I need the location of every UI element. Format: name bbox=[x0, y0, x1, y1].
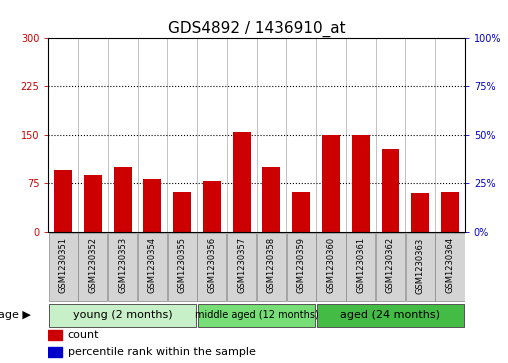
Bar bbox=[316, 304, 464, 327]
Bar bbox=[233, 132, 250, 232]
Bar bbox=[54, 170, 72, 232]
Text: GSM1230353: GSM1230353 bbox=[118, 237, 127, 293]
Text: age ▶: age ▶ bbox=[0, 310, 30, 320]
Bar bbox=[48, 347, 61, 357]
Text: count: count bbox=[68, 330, 99, 340]
Bar bbox=[316, 233, 345, 301]
Bar bbox=[287, 233, 316, 301]
Bar bbox=[203, 181, 221, 232]
Text: GSM1230352: GSM1230352 bbox=[88, 237, 98, 293]
Bar bbox=[441, 192, 459, 232]
Bar bbox=[138, 233, 167, 301]
Bar bbox=[292, 192, 310, 232]
Text: GSM1230355: GSM1230355 bbox=[178, 237, 186, 293]
Bar bbox=[49, 304, 197, 327]
Bar bbox=[114, 167, 132, 232]
Bar bbox=[168, 233, 197, 301]
Bar bbox=[108, 233, 137, 301]
Bar bbox=[376, 233, 405, 301]
Bar bbox=[352, 135, 370, 232]
Bar bbox=[411, 193, 429, 232]
Text: GSM1230358: GSM1230358 bbox=[267, 237, 276, 293]
Title: GDS4892 / 1436910_at: GDS4892 / 1436910_at bbox=[168, 21, 345, 37]
Text: GSM1230356: GSM1230356 bbox=[207, 237, 216, 293]
Text: GSM1230359: GSM1230359 bbox=[297, 237, 306, 293]
Text: GSM1230351: GSM1230351 bbox=[58, 237, 68, 293]
Bar bbox=[197, 233, 227, 301]
Text: GSM1230364: GSM1230364 bbox=[446, 237, 455, 293]
Text: aged (24 months): aged (24 months) bbox=[340, 310, 440, 320]
Bar bbox=[346, 233, 375, 301]
Bar bbox=[435, 233, 464, 301]
Bar bbox=[227, 233, 256, 301]
Text: young (2 months): young (2 months) bbox=[73, 310, 172, 320]
Bar bbox=[48, 330, 61, 339]
Bar bbox=[405, 233, 435, 301]
Bar bbox=[143, 179, 162, 232]
Bar bbox=[382, 149, 399, 232]
Text: GSM1230363: GSM1230363 bbox=[416, 237, 425, 294]
Text: GSM1230360: GSM1230360 bbox=[327, 237, 335, 293]
Bar bbox=[173, 192, 191, 232]
Bar bbox=[84, 175, 102, 232]
Text: middle aged (12 months): middle aged (12 months) bbox=[195, 310, 319, 320]
Bar bbox=[198, 304, 315, 327]
Text: GSM1230361: GSM1230361 bbox=[356, 237, 365, 293]
Text: percentile rank within the sample: percentile rank within the sample bbox=[68, 347, 256, 357]
Bar bbox=[257, 233, 286, 301]
Bar bbox=[322, 135, 340, 232]
Bar bbox=[263, 167, 280, 232]
Text: GSM1230354: GSM1230354 bbox=[148, 237, 157, 293]
Text: GSM1230362: GSM1230362 bbox=[386, 237, 395, 293]
Bar bbox=[49, 233, 78, 301]
Text: GSM1230357: GSM1230357 bbox=[237, 237, 246, 293]
Bar bbox=[78, 233, 108, 301]
